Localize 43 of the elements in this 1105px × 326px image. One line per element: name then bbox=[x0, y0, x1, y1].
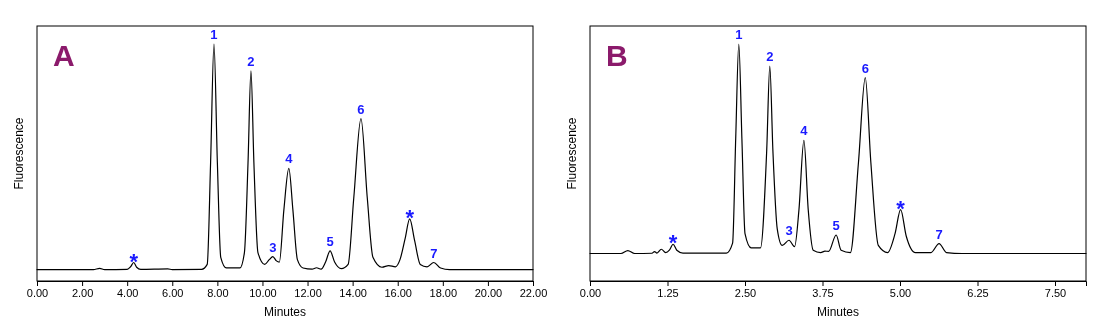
chart-title: B bbox=[606, 39, 628, 72]
x-axis-title: Minutes bbox=[816, 305, 860, 319]
x-tick-label: 22.00 bbox=[519, 286, 548, 299]
annotation: 6 bbox=[357, 101, 365, 117]
x-axis-title: Minutes bbox=[263, 305, 307, 319]
x-tick-label: 20.00 bbox=[474, 286, 503, 299]
annotation: 5 bbox=[326, 233, 334, 249]
annotation: 4 bbox=[800, 123, 809, 139]
x-tick-label: 0.00 bbox=[579, 286, 602, 299]
y-axis-title: Fluorescence bbox=[565, 117, 579, 190]
x-tick-label: 14.00 bbox=[339, 286, 367, 299]
x-tick-label: 6.00 bbox=[162, 286, 184, 299]
annotation: * bbox=[405, 204, 415, 230]
x-tick-label: 2.50 bbox=[734, 286, 757, 299]
x-tick-label: 12.00 bbox=[294, 286, 322, 299]
annotation: 1 bbox=[735, 27, 743, 42]
annotation: * bbox=[129, 248, 139, 274]
x-tick-label: 5.00 bbox=[889, 286, 912, 299]
x-tick-label: 6.25 bbox=[967, 286, 989, 299]
x-tick-label: 7.50 bbox=[1044, 286, 1067, 299]
x-tick-label: 3.75 bbox=[812, 286, 834, 299]
annotation: * bbox=[668, 230, 678, 256]
annotation: 5 bbox=[832, 218, 840, 234]
annotation: 3 bbox=[269, 239, 277, 255]
annotation: 2 bbox=[766, 49, 774, 65]
annotation: 2 bbox=[247, 53, 255, 69]
x-tick-label: 18.00 bbox=[429, 286, 458, 299]
annotation: 3 bbox=[785, 223, 793, 239]
x-tick-label: 16.00 bbox=[384, 286, 412, 299]
x-tick-label: 0.00 bbox=[26, 286, 49, 299]
chart-title: A bbox=[53, 39, 75, 72]
x-tick-label: 2.00 bbox=[71, 286, 94, 299]
x-tick-label: 1.25 bbox=[657, 286, 679, 299]
annotation: 6 bbox=[861, 60, 869, 76]
x-tick-label: 10.00 bbox=[249, 286, 277, 299]
x-tick-label: 4.00 bbox=[116, 286, 139, 299]
annotation: * bbox=[896, 195, 906, 221]
annotation: 4 bbox=[285, 151, 294, 167]
annotation: 1 bbox=[210, 27, 218, 42]
y-axis-title: Fluorescence bbox=[12, 117, 26, 190]
annotation: 7 bbox=[935, 226, 943, 242]
x-tick-label: 8.00 bbox=[207, 286, 229, 299]
annotation: 7 bbox=[430, 245, 438, 261]
